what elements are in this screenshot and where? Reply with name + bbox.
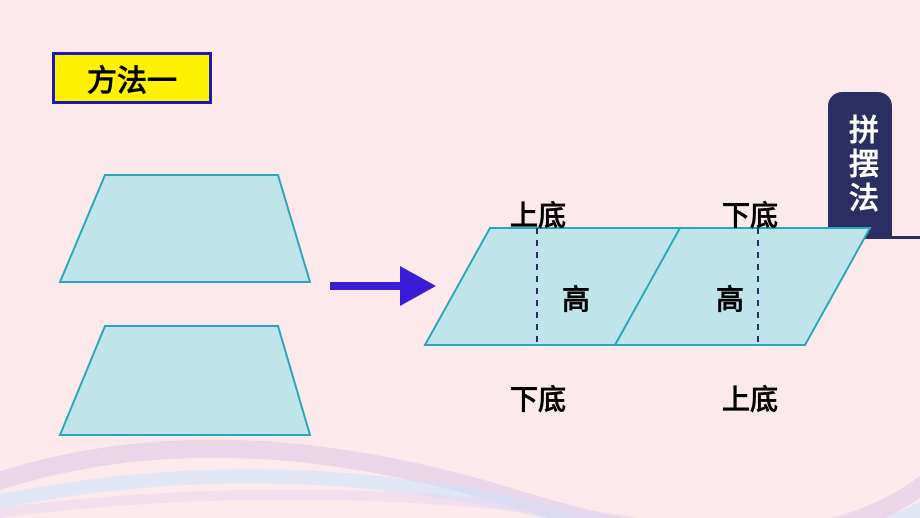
shapes-layer [0, 0, 920, 518]
label-height-right: 高 [716, 278, 744, 318]
slide-canvas: 方法一 拼摆法 上底 下底 下底 上底 高 高 [0, 0, 920, 518]
label-bottom-right: 上底 [722, 378, 778, 418]
label-top-right: 下底 [722, 194, 778, 234]
label-top-left: 上底 [510, 194, 566, 234]
label-bottom-left: 下底 [510, 378, 566, 418]
label-height-left: 高 [562, 278, 590, 318]
